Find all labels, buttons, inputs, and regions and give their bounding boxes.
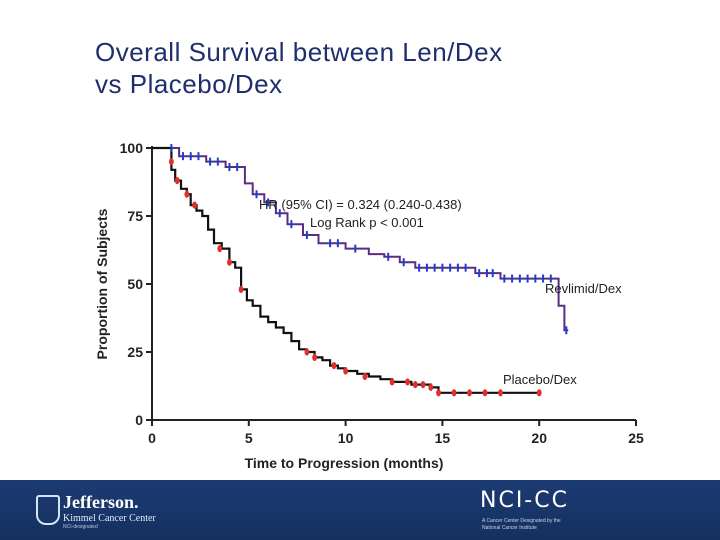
jefferson-designation: NCI-designated	[63, 524, 98, 530]
placebo-censor-mark	[412, 381, 418, 389]
footer-bar	[0, 480, 720, 540]
title-line-1: Overall Survival between Len/Dex	[95, 37, 503, 67]
x-tick-label: 5	[245, 430, 253, 446]
y-tick-label: 100	[120, 140, 144, 156]
placebo-censor-mark	[238, 285, 244, 294]
revlimid-series-label: Revlimid/Dex	[545, 281, 622, 296]
jefferson-name: Jefferson.	[63, 492, 139, 512]
log-rank-annotation: Log Rank p < 0.001	[310, 215, 424, 230]
placebo-censor-mark	[174, 177, 180, 185]
placebo-series-label: Placebo/Dex	[503, 372, 577, 387]
placebo-censor-mark	[405, 378, 410, 386]
placebo-censor-mark	[420, 381, 426, 389]
hazard-ratio-annotation: HR (95% CI) = 0.324 (0.240-0.438)	[259, 197, 462, 212]
placebo-censor-mark	[436, 389, 441, 397]
jefferson-logo: Jefferson. Kimmel Cancer Center NCI-desi…	[36, 492, 186, 532]
shield-icon	[36, 495, 60, 525]
x-tick-label: 20	[531, 430, 547, 446]
x-tick-label: 25	[628, 430, 644, 446]
placebo-censor-mark	[362, 372, 368, 381]
title-line-2: vs Placebo/Dex	[95, 69, 283, 99]
placebo-censor-mark	[343, 367, 348, 375]
placebo-censor-mark	[168, 158, 174, 166]
placebo-censor-mark	[227, 258, 232, 266]
placebo-censor-mark	[184, 190, 190, 198]
placebo-censor-mark	[467, 389, 472, 397]
nccc-mark: NCI-CC	[480, 488, 569, 513]
x-tick-label: 0	[148, 430, 156, 446]
nccc-subtitle: A Cancer Center Designated by the Nation…	[482, 518, 561, 532]
placebo-censor-mark	[482, 389, 488, 397]
x-tick-label: 15	[435, 430, 451, 446]
placebo-dex-curve	[152, 146, 540, 394]
nccc-subtitle-line-1: A Cancer Center Designated by the	[482, 518, 561, 524]
revlimid-dex-curve	[152, 147, 569, 332]
y-tick-label: 50	[127, 276, 143, 292]
y-axis-title: Proportion of Subjects	[94, 208, 110, 359]
slide-title: Overall Survival between Len/Dex vs Plac…	[95, 36, 655, 100]
placebo-censor-mark	[451, 389, 457, 397]
placebo-censor-mark	[312, 353, 318, 362]
placebo-censor-mark	[192, 201, 197, 209]
x-axis-title: Time to Progression (months)	[245, 455, 444, 471]
y-tick-label: 25	[127, 344, 143, 360]
placebo-censor-mark	[217, 245, 223, 253]
placebo-censor-mark	[536, 389, 542, 397]
x-tick-label: 10	[338, 430, 354, 446]
placebo-censor-mark	[428, 383, 434, 391]
survival-chart: 0 25 50 75 100 0 5 10 15 20 25 Time to Progression …	[94, 140, 644, 471]
jefferson-subtitle: Kimmel Cancer Center	[63, 513, 156, 524]
nccc-subtitle-line-2: National Cancer Institute	[482, 525, 537, 531]
y-tick-label: 75	[127, 208, 143, 224]
y-tick-label: 0	[135, 412, 143, 428]
placebo-censor-mark	[331, 362, 337, 370]
placebo-censor-mark	[498, 389, 503, 397]
placebo-censor-mark	[304, 348, 310, 356]
placebo-censor-mark	[389, 378, 395, 386]
nccc-logo: NCI-CC A Cancer Center Designated by the…	[478, 488, 578, 536]
